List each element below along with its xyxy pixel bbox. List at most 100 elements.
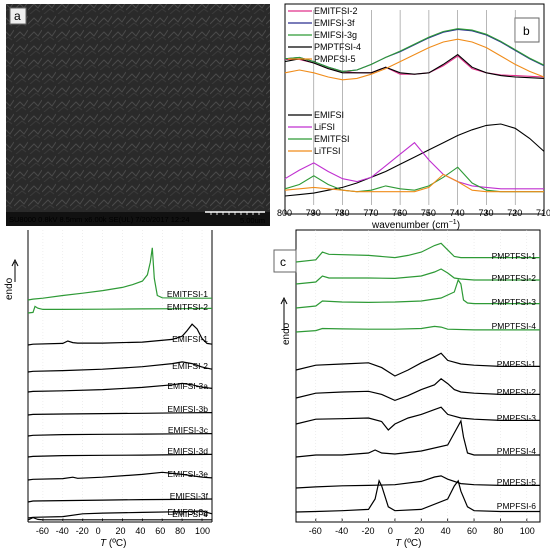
c-left-x-label: T (ºC) [100,538,126,549]
panel-b-bottom-legend: EMIFSI LiFSI EMITFSI LiTFSI [288,110,350,156]
legend-entry: EMITFSI [314,134,350,144]
legend-entry: EMITFSI-2 [314,6,358,16]
panel-b-reference-lines [313,10,516,205]
x-tick-label: 20 [115,526,125,536]
panel-b-x-axis: 800 790 780 770 760 750 740 730 720 710 [277,208,550,218]
curve-label: PMPFSI-6 [497,501,536,511]
x-tick-label: 780 [335,208,350,218]
panel-a-letter-box [9,7,27,25]
curve-label: PMPFSI-4 [497,446,536,456]
curve-emifsi-3e [27,471,213,481]
curve-pmptfsi-3 [295,278,540,309]
curve-emifsi-3c [27,433,213,437]
x-tick-label: 80 [175,526,185,536]
legend-entry: PMPTFSI-4 [314,42,361,52]
x-tick-label: 100 [195,526,210,536]
legend-entry: EMIFSI-3f [314,18,355,28]
x-tick-label: 0 [96,526,101,536]
scale-bar [205,211,265,215]
x-tick-label: -20 [76,526,89,536]
series-line-lifsi [284,141,544,190]
curve-label: PMPTFSI-3 [492,297,537,307]
c-left-y-label: endo [4,277,15,300]
c-left-ticks: -60 -40 -20 0 20 40 60 80 100 [36,230,210,536]
curve-pmpfsi-3 [295,406,540,431]
x-tick-label: 760 [392,208,407,218]
c-right-x-label: T (ºC) [395,538,421,549]
x-tick-label: 800 [277,208,292,218]
curve-pmptfsi-2 [295,268,540,285]
x-tick-label: 750 [421,208,436,218]
curve-pmpfsi-6 [295,479,540,513]
curve-pmptfsi-4 [295,325,540,333]
curve-label: EMIFSI-3c [168,425,209,435]
panel-b-top-legend: EMITFSI-2 EMIFSI-3f EMIFSI-3g PMPTFSI-4 PMPF… [288,6,361,64]
panel-c-letter-box [273,249,297,273]
sem-info-bar [6,212,270,226]
x-tick-label: 720 [507,208,522,218]
legend-entry: LiFSI [314,122,335,132]
x-tick-label: -60 [36,526,49,536]
curve-label: EMIFSI-3b [167,404,208,414]
legend-entry: LiTFSI [314,146,341,156]
sem-image [6,4,270,226]
curve-emifsi-3b [27,412,213,416]
series-line-emifsi [284,123,545,197]
curve-pmptfsi-1 [295,242,540,263]
panel-b-letter: b [523,24,530,38]
curve-emifsi-3d [27,453,213,458]
curve-label: EMIFSI-3e [167,469,208,479]
panel-b-top-spectra [284,28,545,81]
curve-label: PMPFSI-1 [497,359,536,369]
curve-label: PMPTFSI-1 [492,251,537,261]
curve-label: EMIFSI-3a [167,381,208,391]
curve-emifsi-4 [27,516,212,521]
x-tick-label: -40 [335,526,348,536]
c-left-curves [27,247,213,521]
curve-label: PMPTFSI-4 [492,321,537,331]
curve-label: EMIFSI-3d [167,446,208,456]
curve-emifsi-3f [27,498,213,503]
curve-label: EMITFSI-2 [167,302,208,312]
c-right-curves [295,242,540,513]
x-tick-label: 60 [467,526,477,536]
c-right-arrow-head-icon [280,296,288,305]
curve-emifsi-3a [27,382,213,393]
panel-c-left: endo -60 -40 -20 0 20 40 60 80 100 EMITFSI-1EMIT… [4,230,213,549]
sem-info-text: SU8000 0.8kV 8.5mm x6.00k SE(UL) 7/20/20… [9,215,190,224]
panel-b-letter-box [514,17,540,43]
curve-emifsi-1 [27,323,213,346]
curve-emifsi-2 [27,361,213,373]
series-line-emifsi-3g [284,28,545,72]
x-tick-label: 740 [450,208,465,218]
curve-label: EMIFSI-4 [172,509,208,519]
curve-pmpfsi-2 [295,378,540,402]
curve-emitfsi-2 [27,305,213,314]
c-left-labels: EMITFSI-1 EMITFSI-2 EMIFSI-1 EMIFSI-2 EMIFSI… [167,289,209,519]
curve-label: PMPFSI-2 [497,387,536,397]
curve-label: EMIFSI-3f [170,491,209,501]
legend-entry: EMIFSI [314,110,344,120]
panel-c-right: c endo -60 -40 -20 0 20 40 60 80 100 PMPTFSI-1PM… [273,229,541,549]
c-right-frame [295,229,541,523]
panel-a-letter: a [14,9,21,23]
x-tick-label: 40 [135,526,145,536]
curve-label: PMPFSI-3 [497,413,536,423]
scale-label: 5.00um [240,216,265,225]
c-right-labels: PMPTFSI-1 PMPTFSI-2 PMPTFSI-3 PMPTFSI-4 PMPF… [492,251,537,511]
panel-b: b EMITFSI-2 EMIFSI-3f EMIFSI-3g PMPTFSI-4 PM… [277,3,550,231]
x-tick-label: 0 [388,526,393,536]
panel-b-bottom-spectra [284,123,545,197]
c-right-ticks: -60 -40 -20 0 20 40 60 80 100 [309,230,535,536]
x-tick-label: 100 [520,526,535,536]
curve-label: PMPFSI-5 [497,477,536,487]
curve-label: EMIFSI-1 [172,334,208,344]
curve-label: PMPTFSI-2 [492,273,537,283]
x-tick-label: 80 [493,526,503,536]
x-tick-label: -60 [309,526,322,536]
curve-pmpfsi-1 [295,352,540,377]
curve-label: EMIFSI-3g [167,507,208,517]
x-tick-label: 40 [441,526,451,536]
curve-pmpfsi-5 [295,475,540,489]
